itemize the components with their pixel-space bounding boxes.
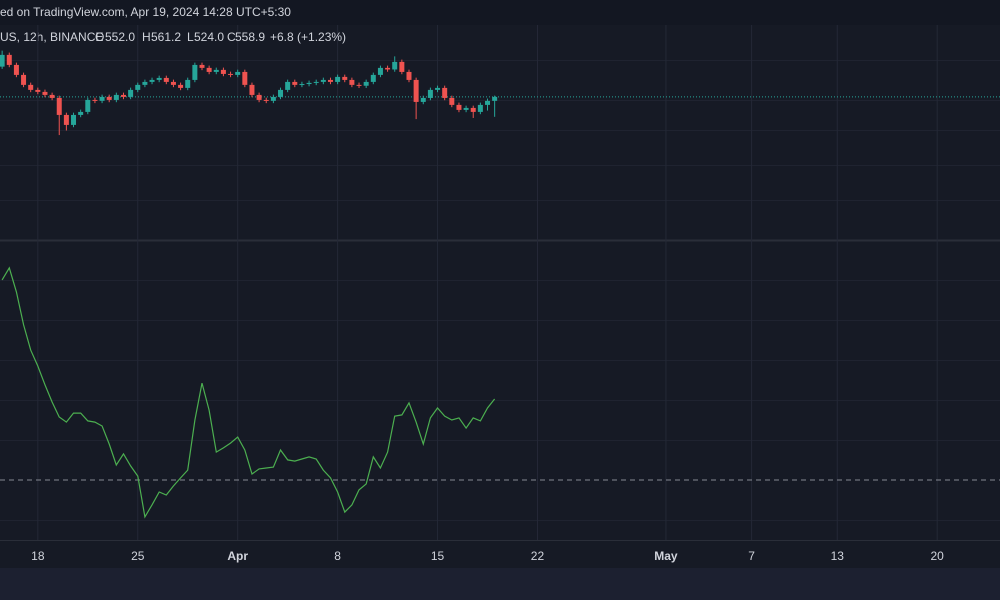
candle-body bbox=[28, 84, 34, 90]
candle-body bbox=[313, 81, 319, 83]
candle-body bbox=[149, 79, 155, 82]
candle-body bbox=[392, 61, 398, 70]
candle-body bbox=[327, 79, 333, 82]
candle-body bbox=[170, 81, 176, 85]
legend-change: +6.8 (+1.23%) bbox=[270, 30, 346, 44]
candle-body bbox=[278, 89, 284, 97]
candle-body bbox=[349, 79, 355, 85]
legend-value: 561.2 bbox=[151, 30, 181, 44]
legend-letter: O bbox=[95, 30, 104, 44]
candle-body bbox=[71, 114, 77, 125]
legend-letter: C bbox=[227, 30, 236, 44]
x-tick-label: 13 bbox=[831, 549, 845, 563]
candle-body bbox=[156, 77, 162, 80]
x-tick-label: 20 bbox=[931, 549, 945, 563]
candle-body bbox=[363, 81, 369, 86]
candle-body bbox=[85, 99, 91, 112]
x-tick-label: May bbox=[654, 549, 678, 563]
x-tick-label: 25 bbox=[131, 549, 145, 563]
candle-body bbox=[385, 67, 391, 70]
candle-body bbox=[470, 107, 476, 112]
indicator-line bbox=[1, 266, 496, 519]
candle-body bbox=[413, 79, 419, 102]
candle-body bbox=[420, 97, 426, 102]
candle-body bbox=[406, 71, 412, 80]
candle-body bbox=[56, 97, 62, 115]
symbol: US, 12h, BINANCE bbox=[0, 30, 103, 44]
candle-body bbox=[192, 64, 198, 80]
candle-body bbox=[477, 104, 483, 112]
candle-body bbox=[163, 77, 169, 82]
candle-body bbox=[370, 74, 376, 82]
legend-value: 552.0 bbox=[105, 30, 135, 44]
candle-body bbox=[320, 79, 326, 82]
legend-value: 558.9 bbox=[235, 30, 265, 44]
candle-body bbox=[242, 71, 248, 85]
candle-body bbox=[13, 64, 19, 75]
candle-body bbox=[42, 91, 48, 95]
candle-body bbox=[399, 61, 405, 72]
header: ed on TradingView.com, Apr 19, 2024 14:2… bbox=[0, 5, 291, 19]
candle-body bbox=[377, 67, 383, 75]
x-tick-label: 15 bbox=[431, 549, 445, 563]
bottom-bar bbox=[0, 568, 1000, 600]
x-tick-label: 22 bbox=[531, 549, 545, 563]
legend-value: 524.0 bbox=[194, 30, 224, 44]
candle-body bbox=[456, 104, 462, 110]
candle-body bbox=[485, 100, 491, 105]
candle-body bbox=[106, 96, 112, 100]
candle-body bbox=[285, 81, 291, 90]
candle-body bbox=[235, 71, 241, 75]
candle-body bbox=[292, 81, 298, 85]
candle-body bbox=[270, 96, 276, 101]
x-tick-label: 18 bbox=[31, 549, 45, 563]
candle-body bbox=[263, 99, 269, 101]
candle-body bbox=[335, 76, 341, 82]
candle-body bbox=[185, 79, 191, 88]
candle-body bbox=[6, 54, 12, 65]
candle-body bbox=[342, 76, 348, 80]
legend-letter: L bbox=[187, 30, 194, 44]
candle-body bbox=[35, 89, 41, 92]
candle-body bbox=[449, 97, 455, 105]
candle-body bbox=[120, 94, 126, 97]
candle-body bbox=[21, 74, 27, 85]
x-tick-label: Apr bbox=[227, 549, 248, 563]
candle-body bbox=[299, 84, 305, 86]
candle-body bbox=[49, 94, 55, 98]
candle-body bbox=[199, 64, 205, 68]
candle-body bbox=[492, 96, 498, 101]
candle-body bbox=[228, 73, 234, 75]
candle-body bbox=[249, 84, 255, 95]
top-bar bbox=[0, 0, 1000, 25]
candle-body bbox=[113, 94, 119, 100]
candle-body bbox=[220, 69, 226, 74]
candle-body bbox=[128, 89, 134, 97]
candle-body bbox=[356, 84, 362, 86]
candle-body bbox=[206, 67, 212, 72]
x-tick-label: 7 bbox=[748, 549, 755, 563]
candle-body bbox=[427, 89, 433, 98]
legend-letter: H bbox=[142, 30, 151, 44]
candle-body bbox=[92, 99, 98, 101]
candle-body bbox=[135, 84, 141, 90]
candle-body bbox=[142, 81, 148, 85]
candle-body bbox=[213, 69, 219, 72]
candle-body bbox=[256, 94, 262, 100]
candle-body bbox=[463, 107, 469, 110]
x-tick-label: 8 bbox=[334, 549, 341, 563]
candle-body bbox=[63, 114, 69, 125]
candle-body bbox=[435, 87, 441, 90]
candle-body bbox=[306, 82, 312, 85]
candle-body bbox=[178, 84, 184, 88]
candle-body bbox=[78, 111, 84, 115]
candle-body bbox=[99, 96, 105, 101]
candle-body bbox=[0, 54, 5, 67]
candle-body bbox=[442, 87, 448, 98]
